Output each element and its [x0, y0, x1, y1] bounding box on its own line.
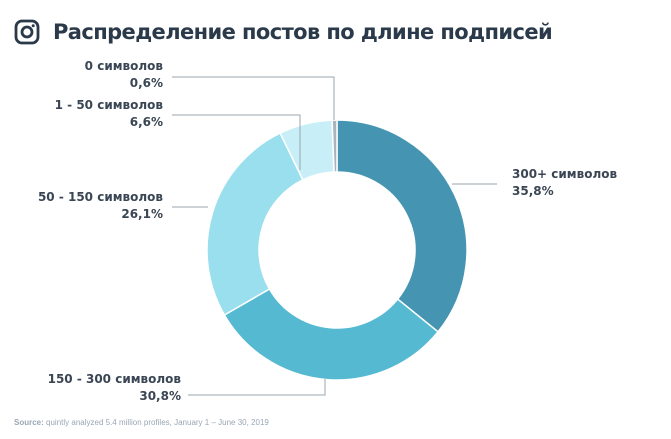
slice-value-label: 30,8% [139, 389, 181, 403]
chart-title: Распределение постов по длине подписей [53, 20, 553, 44]
donut-slice [206, 132, 304, 317]
leader-line [172, 76, 335, 120]
slice-value-label: 0,6% [130, 76, 163, 90]
source-text: quintly analyzed 5.4 million profiles, J… [46, 418, 269, 427]
slice-label: 300+ символов [512, 167, 617, 181]
slice-value-label: 26,1% [121, 207, 163, 221]
slice-label: 50 - 150 символов [38, 190, 163, 204]
donut-slice [336, 119, 468, 333]
slice-value-label: 35,8% [512, 184, 554, 198]
instagram-icon [14, 19, 40, 45]
leader-line [188, 379, 326, 396]
slice-value-label: 6,6% [130, 115, 163, 129]
donut-slice [331, 119, 338, 173]
source-note: Source: quintly analyzed 5.4 million pro… [14, 418, 269, 427]
leader-line [172, 114, 301, 170]
slice-label: 150 - 300 символов [48, 372, 182, 386]
slice-label: 0 символов [85, 59, 164, 73]
donut-slice [223, 287, 440, 381]
chart-header: Распределение постов по длине подписей [14, 16, 553, 48]
slice-label: 1 - 50 символов [55, 98, 164, 112]
source-label: Source: [14, 418, 44, 427]
